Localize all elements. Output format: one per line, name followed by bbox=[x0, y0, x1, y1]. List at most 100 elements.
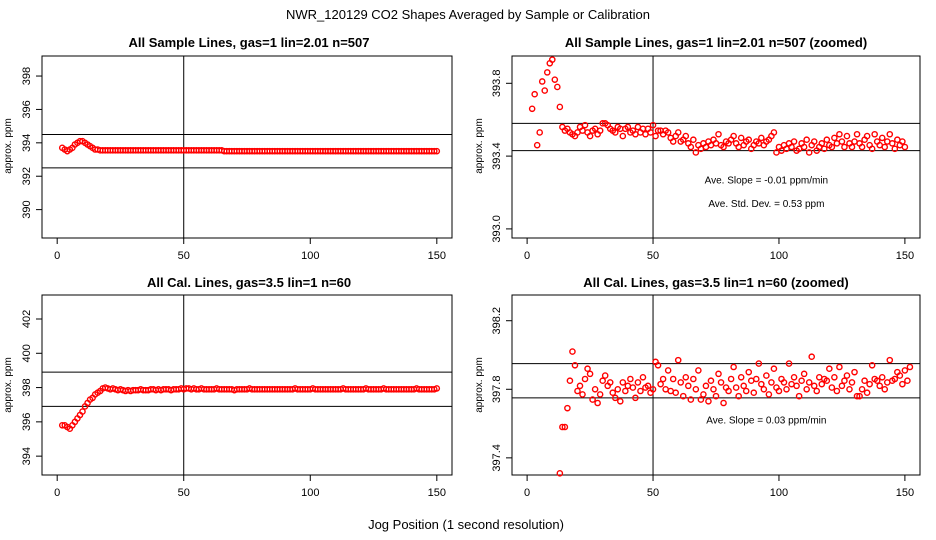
x-tick-label: 150 bbox=[428, 250, 446, 262]
data-point bbox=[682, 373, 690, 381]
x-tick-label: 0 bbox=[54, 487, 60, 499]
data-point bbox=[430, 147, 438, 155]
data-point bbox=[838, 138, 846, 145]
data-point bbox=[901, 367, 909, 374]
data-point bbox=[579, 391, 586, 398]
data-point bbox=[433, 385, 441, 392]
data-point bbox=[803, 136, 810, 144]
y-tick-label: 400 bbox=[21, 344, 33, 362]
panel-title: All Sample Lines, gas=1 lin=2.01 n=507 (… bbox=[565, 35, 867, 50]
data-point bbox=[690, 375, 697, 383]
data-point bbox=[901, 143, 909, 151]
data-point bbox=[768, 379, 775, 386]
x-axis-label: Jog Position (1 second resolution) bbox=[368, 517, 564, 532]
data-point bbox=[624, 123, 632, 131]
y-tick-label: 398 bbox=[21, 378, 33, 396]
data-point bbox=[823, 136, 831, 144]
data-point bbox=[752, 375, 760, 383]
data-point bbox=[632, 394, 639, 402]
y-tick-label: 394 bbox=[21, 447, 33, 465]
data-point bbox=[732, 384, 740, 391]
x-tick-label: 50 bbox=[178, 250, 190, 262]
data-point bbox=[818, 140, 826, 147]
data-point bbox=[554, 83, 561, 91]
data-point bbox=[687, 396, 695, 403]
data-point bbox=[531, 90, 538, 98]
panel-cal-lines: All Cal. Lines, gas=3.5 lin=1 n=60 appro… bbox=[3, 275, 453, 499]
x-tick-label: 100 bbox=[770, 250, 788, 262]
data-point bbox=[788, 143, 795, 151]
data-point bbox=[551, 76, 559, 83]
y-axis-label: approx. ppm bbox=[474, 357, 485, 413]
data-point bbox=[831, 134, 838, 142]
data-point bbox=[745, 136, 753, 144]
data-point bbox=[873, 377, 881, 385]
data-point bbox=[805, 149, 813, 156]
data-point bbox=[611, 129, 619, 136]
data-point bbox=[853, 130, 861, 138]
x-tick-label: 0 bbox=[524, 487, 530, 499]
y-tick-label: 392 bbox=[21, 167, 33, 185]
data-point bbox=[561, 423, 569, 431]
x-tick-label: 0 bbox=[54, 250, 60, 262]
data-point bbox=[730, 132, 737, 140]
data-point bbox=[848, 143, 856, 151]
data-point bbox=[584, 365, 591, 373]
data-point bbox=[758, 380, 765, 388]
data-point bbox=[569, 348, 576, 355]
data-point bbox=[684, 382, 692, 390]
data-point bbox=[780, 379, 788, 386]
data-point bbox=[634, 379, 642, 386]
data-point bbox=[861, 377, 868, 385]
data-point bbox=[876, 382, 884, 390]
data-point bbox=[644, 382, 652, 390]
data-point bbox=[687, 143, 695, 151]
data-point bbox=[740, 382, 748, 390]
data-point bbox=[619, 132, 627, 140]
data-point bbox=[737, 134, 745, 142]
data-point bbox=[858, 143, 866, 151]
x-tick-label: 50 bbox=[647, 250, 659, 262]
data-point bbox=[790, 138, 798, 145]
plot-frame bbox=[41, 55, 453, 239]
x-tick-label: 50 bbox=[647, 487, 659, 499]
data-point bbox=[866, 380, 873, 388]
plot-frame bbox=[511, 55, 921, 239]
data-point bbox=[717, 379, 725, 386]
data-point bbox=[841, 143, 848, 151]
data-point bbox=[614, 385, 622, 393]
data-point bbox=[700, 391, 707, 398]
data-point bbox=[669, 375, 677, 383]
data-point bbox=[586, 132, 594, 140]
data-point bbox=[596, 391, 604, 398]
panel-sample-lines-zoomed: All Sample Lines, gas=1 lin=2.01 n=507 (… bbox=[474, 35, 921, 262]
data-point bbox=[622, 387, 629, 395]
annotation-text: Ave. Slope = 0.03 ppm/min bbox=[706, 416, 826, 427]
panel-cal-lines-zoomed: All Cal. Lines, gas=3.5 lin=1 n=60 (zoom… bbox=[474, 275, 921, 499]
data-point bbox=[672, 389, 680, 397]
data-point bbox=[836, 130, 843, 138]
data-point bbox=[712, 392, 720, 400]
data-point bbox=[853, 392, 861, 400]
data-point bbox=[833, 387, 841, 395]
data-point bbox=[878, 134, 886, 142]
data-point bbox=[904, 377, 911, 385]
data-point bbox=[899, 380, 906, 388]
y-tick-label: 393.4 bbox=[491, 142, 503, 170]
x-tick-label: 150 bbox=[896, 250, 914, 262]
data-point bbox=[735, 392, 742, 400]
data-point bbox=[886, 130, 894, 138]
y-tick-label: 393.8 bbox=[491, 70, 503, 98]
data-point bbox=[596, 127, 604, 134]
data-point bbox=[690, 136, 697, 144]
data-point bbox=[715, 130, 722, 138]
data-point bbox=[843, 132, 851, 140]
data-point bbox=[652, 132, 659, 140]
data-point bbox=[851, 368, 858, 376]
data-point bbox=[783, 385, 790, 393]
data-point bbox=[541, 87, 549, 94]
data-point bbox=[574, 387, 581, 395]
data-point bbox=[528, 105, 536, 113]
panel-title: All Cal. Lines, gas=3.5 lin=1 n=60 bbox=[147, 275, 351, 290]
